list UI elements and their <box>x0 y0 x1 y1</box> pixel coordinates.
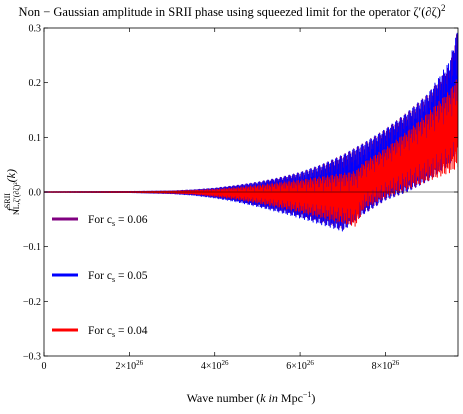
y-axis: 0.3 0.2 0.1 0.0 −0.1 −0.2 −0.3 <box>23 24 458 363</box>
y-tick-label: −0.2 <box>23 297 41 308</box>
legend-label: For cs = 0.04 <box>88 325 148 339</box>
y-tick-label: 0.0 <box>29 188 42 199</box>
series-line <box>44 32 458 232</box>
x-tick-label: 6×1026 <box>286 359 314 372</box>
x-tick-label: 8×1026 <box>372 359 400 372</box>
legend: For cs = 0.06 For cs = 0.05 For cs = 0.04 <box>52 214 148 339</box>
y-axis-label: fSRIINL,ζ′(∂ζ)²(k) <box>3 169 21 215</box>
legend-label: For cs = 0.06 <box>88 214 148 228</box>
series-layer <box>44 32 458 232</box>
y-tick-label: 0.1 <box>29 133 42 144</box>
x-tick-label: 2×1026 <box>116 359 144 372</box>
legend-label: For cs = 0.05 <box>88 270 148 284</box>
chart-title: Non − Gaussian amplitude in SRII phase u… <box>19 3 446 19</box>
y-tick-label: 0.3 <box>29 24 42 35</box>
x-axis-label: Wave number (k in Mpc−1) <box>187 390 316 405</box>
x-axis: 0 2×1026 4×1026 6×1026 8×1026 <box>42 28 400 372</box>
series-line <box>44 79 458 227</box>
x-tick-label: 4×1026 <box>201 359 229 372</box>
y-tick-label: −0.3 <box>23 352 41 363</box>
y-tick-label: 0.2 <box>29 78 42 89</box>
x-tick-label: 0 <box>42 361 47 372</box>
y-tick-label: −0.1 <box>23 242 41 253</box>
